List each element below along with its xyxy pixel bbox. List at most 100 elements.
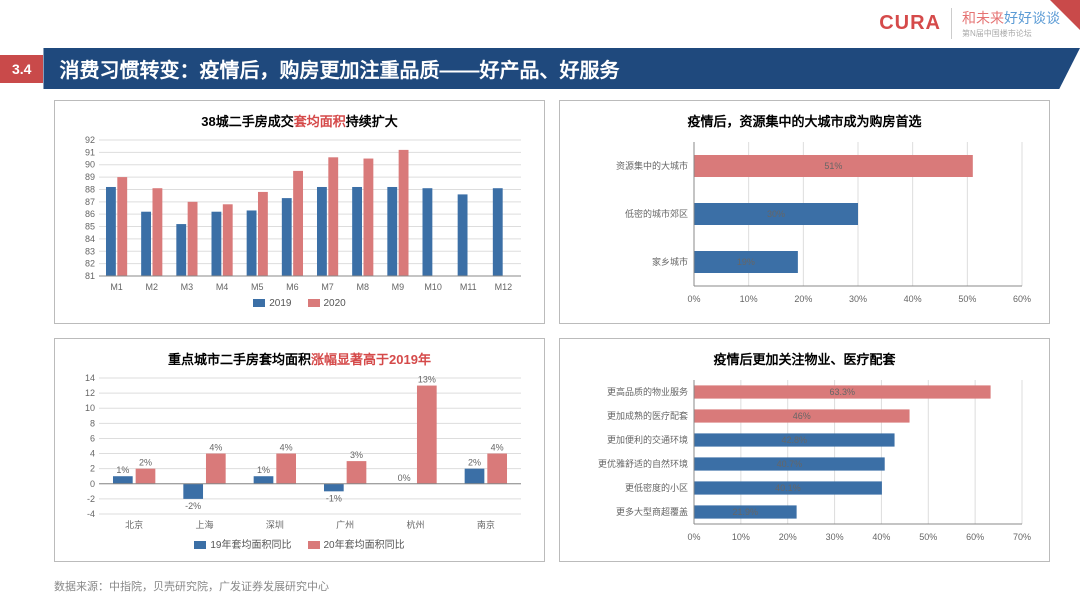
- svg-text:0%: 0%: [687, 294, 700, 304]
- legend-bl: 19年套均面积同比20年套均面积同比: [69, 536, 530, 551]
- svg-text:M5: M5: [251, 282, 264, 292]
- chart-title-tr: 疫情后，资源集中的大城市成为购房首选: [574, 111, 1035, 130]
- svg-text:87: 87: [85, 197, 95, 207]
- svg-text:19%: 19%: [737, 257, 755, 267]
- title-bar: 3.4 消费习惯转变：疫情后，购房更加注重品质——好产品、好服务: [0, 48, 1080, 89]
- logo-row: CURA 和未来好好谈谈 第N届中国楼市论坛: [879, 8, 1060, 39]
- svg-text:广州: 广州: [336, 519, 354, 530]
- svg-text:资源集中的大城市: 资源集中的大城市: [616, 160, 688, 171]
- svg-text:60%: 60%: [966, 532, 984, 542]
- panel-top-left: 38城二手房成交套均面积持续扩大 81828384858687888990919…: [54, 100, 545, 324]
- svg-text:0%: 0%: [687, 532, 700, 542]
- svg-text:上海: 上海: [195, 519, 213, 530]
- svg-text:-2%: -2%: [185, 501, 201, 511]
- panel-bottom-left: 重点城市二手房套均面积涨幅显著高于2019年 -4-2024681012141%…: [54, 338, 545, 562]
- svg-text:40%: 40%: [872, 532, 890, 542]
- svg-text:更多大型商超覆盖: 更多大型商超覆盖: [616, 506, 688, 517]
- svg-text:4%: 4%: [280, 443, 293, 453]
- svg-text:50%: 50%: [919, 532, 937, 542]
- svg-text:30%: 30%: [826, 532, 844, 542]
- svg-text:42.8%: 42.8%: [782, 435, 808, 445]
- svg-text:家乡城市: 家乡城市: [652, 256, 688, 267]
- svg-text:92: 92: [85, 136, 95, 145]
- svg-text:2%: 2%: [139, 458, 152, 468]
- svg-text:更高品质的物业服务: 更高品质的物业服务: [607, 386, 688, 397]
- chart-br: 0% 10% 20% 30% 40% 50% 60% 70% 更高品质的物业服务 63.3% 更加成…: [574, 374, 1034, 544]
- svg-text:21.9%: 21.9%: [733, 507, 759, 517]
- svg-text:8: 8: [90, 418, 95, 428]
- svg-text:M12: M12: [495, 282, 513, 292]
- svg-text:40.7%: 40.7%: [777, 459, 803, 469]
- svg-text:70%: 70%: [1013, 532, 1031, 542]
- svg-text:1%: 1%: [116, 465, 129, 475]
- svg-text:4: 4: [90, 449, 95, 459]
- svg-text:0: 0: [90, 479, 95, 489]
- svg-text:深圳: 深圳: [266, 520, 284, 530]
- svg-text:1%: 1%: [257, 465, 270, 475]
- svg-text:M6: M6: [286, 282, 299, 292]
- logo-forum: 和未来好好谈谈 第N届中国楼市论坛: [951, 8, 1060, 39]
- svg-text:83: 83: [85, 246, 95, 256]
- svg-text:30%: 30%: [849, 294, 867, 304]
- svg-text:M8: M8: [356, 282, 369, 292]
- svg-text:81: 81: [85, 271, 95, 281]
- svg-text:90: 90: [85, 160, 95, 170]
- svg-text:更加成熟的医疗配套: 更加成熟的医疗配套: [607, 410, 688, 421]
- svg-text:南京: 南京: [477, 519, 495, 530]
- svg-text:0%: 0%: [398, 473, 411, 483]
- chart-title-tl: 38城二手房成交套均面积持续扩大: [69, 111, 530, 130]
- svg-text:30%: 30%: [767, 209, 785, 219]
- svg-text:50%: 50%: [958, 294, 976, 304]
- svg-text:20%: 20%: [779, 532, 797, 542]
- svg-text:10%: 10%: [732, 532, 750, 542]
- svg-text:M7: M7: [321, 282, 334, 292]
- svg-text:杭州: 杭州: [406, 519, 424, 530]
- svg-text:3%: 3%: [350, 450, 363, 460]
- svg-text:10%: 10%: [740, 294, 758, 304]
- svg-text:更低密度的小区: 更低密度的小区: [625, 482, 688, 493]
- chart-title-bl: 重点城市二手房套均面积涨幅显著高于2019年: [69, 349, 530, 368]
- svg-text:86: 86: [85, 209, 95, 219]
- svg-text:M4: M4: [216, 282, 229, 292]
- svg-text:40.1%: 40.1%: [775, 483, 801, 493]
- svg-text:北京: 北京: [125, 519, 143, 530]
- svg-text:60%: 60%: [1013, 294, 1031, 304]
- chart-tl: 818283848586878889909192M1M2M3M4M5M6M7M8…: [69, 136, 529, 294]
- svg-text:46%: 46%: [793, 411, 811, 421]
- svg-text:M2: M2: [145, 282, 158, 292]
- svg-text:低密的城市郊区: 低密的城市郊区: [625, 208, 688, 219]
- svg-text:M11: M11: [460, 282, 477, 292]
- svg-text:6: 6: [90, 433, 95, 443]
- panel-bottom-right: 疫情后更加关注物业、医疗配套 0% 10% 20% 30% 40% 50% 60% 70% 更高…: [559, 338, 1050, 562]
- svg-text:51%: 51%: [824, 161, 842, 171]
- svg-text:2: 2: [90, 464, 95, 474]
- svg-text:更加便利的交通环境: 更加便利的交通环境: [607, 434, 688, 445]
- svg-text:13%: 13%: [418, 375, 436, 385]
- svg-text:63.3%: 63.3%: [830, 387, 856, 397]
- chart-tr: 0%10%20%30%40%50%60%资源集中的大城市51%低密的城市郊区30…: [574, 136, 1034, 306]
- chart-title-br: 疫情后更加关注物业、医疗配套: [574, 349, 1035, 368]
- legend-tl: 20192020: [69, 298, 530, 309]
- svg-text:82: 82: [85, 259, 95, 269]
- svg-text:85: 85: [85, 222, 95, 232]
- logo-cura: CURA: [879, 12, 941, 35]
- chart-bl: -4-2024681012141%2%北京-2%4%上海1%4%深圳-1%3%广…: [69, 374, 529, 532]
- svg-text:M3: M3: [181, 282, 194, 292]
- svg-text:M1: M1: [110, 282, 123, 292]
- svg-text:14: 14: [85, 374, 95, 383]
- chart-grid: 38城二手房成交套均面积持续扩大 81828384858687888990919…: [54, 100, 1050, 562]
- svg-text:M10: M10: [424, 282, 442, 292]
- svg-text:10: 10: [85, 403, 95, 413]
- svg-text:12: 12: [85, 388, 95, 398]
- svg-text:84: 84: [85, 234, 95, 244]
- svg-text:更优雅舒适的自然环境: 更优雅舒适的自然环境: [598, 458, 688, 469]
- svg-text:40%: 40%: [904, 294, 922, 304]
- svg-text:M9: M9: [392, 282, 405, 292]
- page-title: 消费习惯转变：疫情后，购房更加注重品质——好产品、好服务: [43, 48, 1080, 89]
- svg-text:-4: -4: [87, 509, 95, 519]
- svg-text:88: 88: [85, 184, 95, 194]
- panel-top-right: 疫情后，资源集中的大城市成为购房首选 0%10%20%30%40%50%60%资…: [559, 100, 1050, 324]
- section-number: 3.4: [0, 55, 43, 83]
- svg-text:4%: 4%: [209, 443, 222, 453]
- data-source: 数据来源：中指院，贝壳研究院，广发证券发展研究中心: [54, 578, 329, 594]
